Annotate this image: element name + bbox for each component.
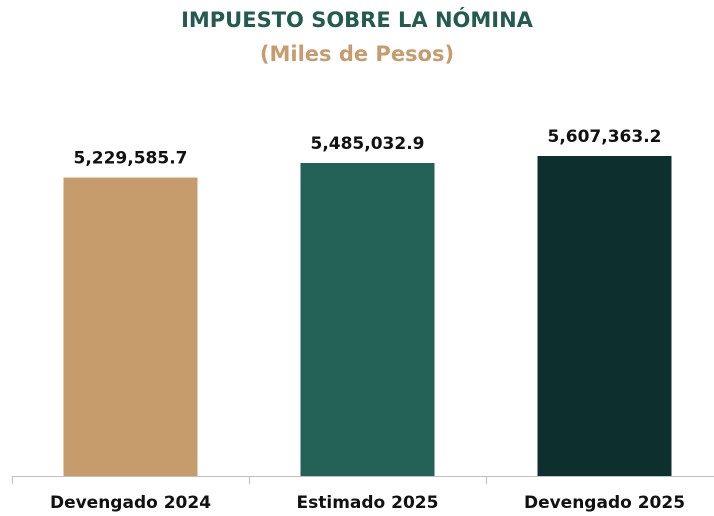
chart-title: IMPUESTO SOBRE LA NÓMINA (181, 7, 534, 32)
x-tick-label: Devengado 2025 (524, 493, 685, 513)
value-label: 5,485,032.9 (310, 134, 424, 154)
chart-subtitle: (Miles de Pesos) (260, 42, 454, 66)
x-tick-label: Estimado 2025 (297, 493, 439, 513)
x-tick-label: Devengado 2024 (50, 493, 211, 513)
value-label: 5,607,363.2 (547, 127, 661, 147)
bar (300, 162, 435, 476)
bar (63, 177, 198, 476)
bar (537, 156, 672, 476)
value-label: 5,229,585.7 (73, 149, 187, 169)
